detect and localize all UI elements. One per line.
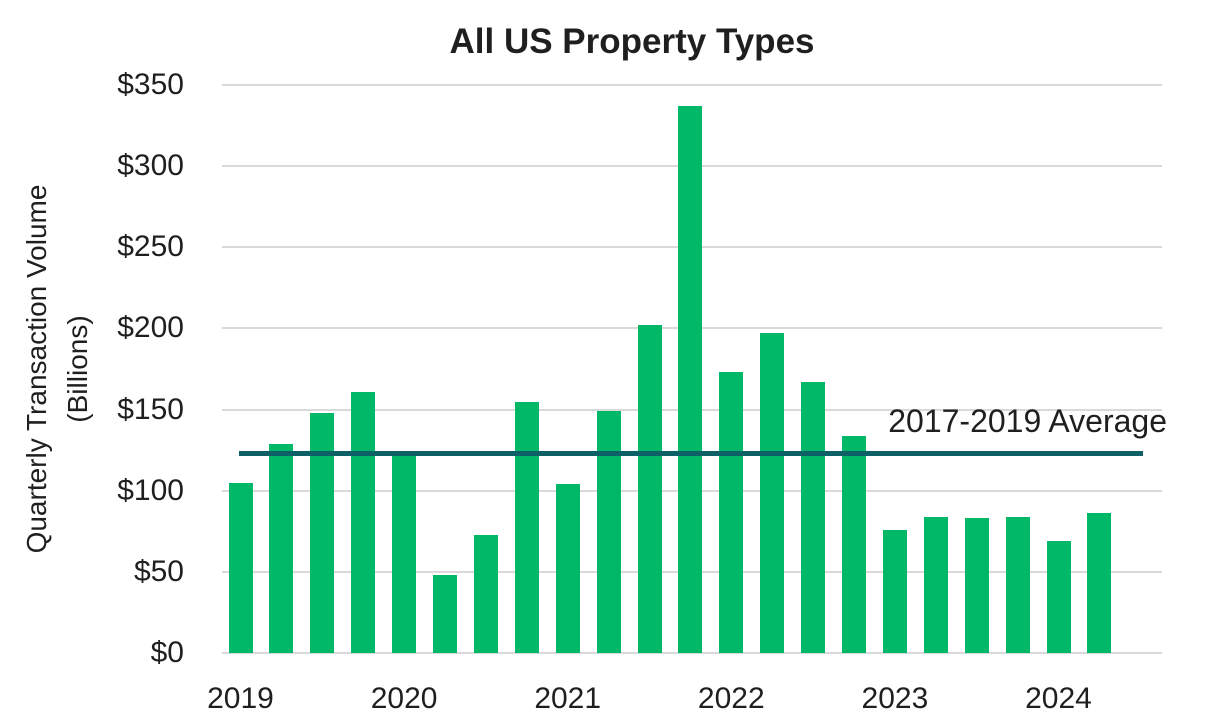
bar-2022-q3 xyxy=(801,382,826,653)
bar-2020-q2 xyxy=(433,575,457,653)
y-tick-label-200: $200 xyxy=(117,311,184,344)
average-line-label: 2017-2019 Average xyxy=(888,403,1167,439)
y-tick-label-150: $150 xyxy=(117,393,184,426)
bar-2023-q4 xyxy=(1005,516,1030,653)
bar-2019-q4 xyxy=(351,391,376,653)
x-tick-label-2019: 2019 xyxy=(207,682,274,715)
average-reference-line xyxy=(239,451,1143,456)
bar-2023-q2 xyxy=(923,516,948,653)
bar-2023-q1 xyxy=(882,529,907,653)
x-tick-label-2021: 2021 xyxy=(534,682,602,715)
y-tick-label-300: $300 xyxy=(117,149,184,182)
y-tick-label-0: $0 xyxy=(150,636,184,669)
bar-2020-q1 xyxy=(392,455,417,653)
x-tick-label-2023: 2023 xyxy=(861,682,929,715)
bar-2022-q2 xyxy=(760,333,785,653)
x-tick-label-2020: 2020 xyxy=(370,682,438,715)
bar-2021-q4 xyxy=(678,106,703,653)
x-tick-label-2024: 2024 xyxy=(1025,682,1092,715)
y-tick-label-250: $250 xyxy=(117,230,184,263)
bar-2020-q3 xyxy=(473,534,498,653)
bar-2021-q1 xyxy=(555,484,580,653)
gridline-0 xyxy=(222,652,1162,654)
bar-2022-q4 xyxy=(842,435,866,653)
bar-2020-q4 xyxy=(514,401,539,653)
bar-2024-q1 xyxy=(1046,541,1071,653)
bar-2023-q3 xyxy=(964,518,989,653)
bar-2019-q2 xyxy=(269,443,294,653)
bar-2019-q3 xyxy=(310,412,335,653)
y-tick-label-350: $350 xyxy=(117,68,184,101)
chart-title: All US Property Types xyxy=(449,22,815,61)
bar-2019-q1 xyxy=(228,482,253,653)
gridline-350 xyxy=(222,84,1162,86)
y-tick-label-50: $50 xyxy=(133,555,184,588)
bar-2024-q2 xyxy=(1087,513,1112,653)
x-tick-label-2022: 2022 xyxy=(697,682,765,715)
bar-2021-q2 xyxy=(596,411,621,653)
y-tick-label-100: $100 xyxy=(117,474,184,507)
bar-2021-q3 xyxy=(637,325,662,653)
bar-2022-q1 xyxy=(719,372,744,653)
